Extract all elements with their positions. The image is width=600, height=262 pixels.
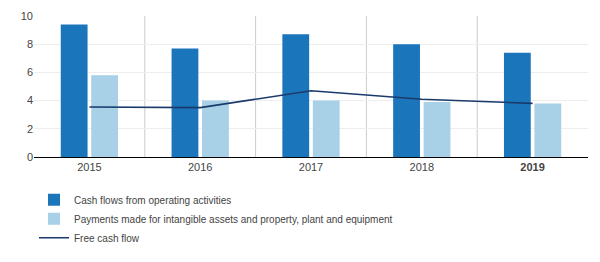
svg-text:0: 0: [27, 151, 33, 163]
svg-text:2016: 2016: [188, 161, 212, 173]
svg-text:Cash flows from operating acti: Cash flows from operating activities: [74, 195, 231, 206]
svg-text:Free cash flow: Free cash flow: [74, 233, 140, 244]
svg-text:2015: 2015: [77, 161, 101, 173]
svg-text:8: 8: [27, 38, 33, 50]
svg-text:2017: 2017: [299, 161, 323, 173]
svg-text:4: 4: [27, 94, 33, 106]
svg-text:2: 2: [27, 123, 33, 135]
svg-text:2019: 2019: [520, 161, 544, 173]
svg-text:Payments made for intangible a: Payments made for intangible assets and …: [74, 214, 393, 225]
svg-text:6: 6: [27, 66, 33, 78]
svg-text:2018: 2018: [410, 161, 434, 173]
svg-text:10: 10: [21, 10, 33, 22]
